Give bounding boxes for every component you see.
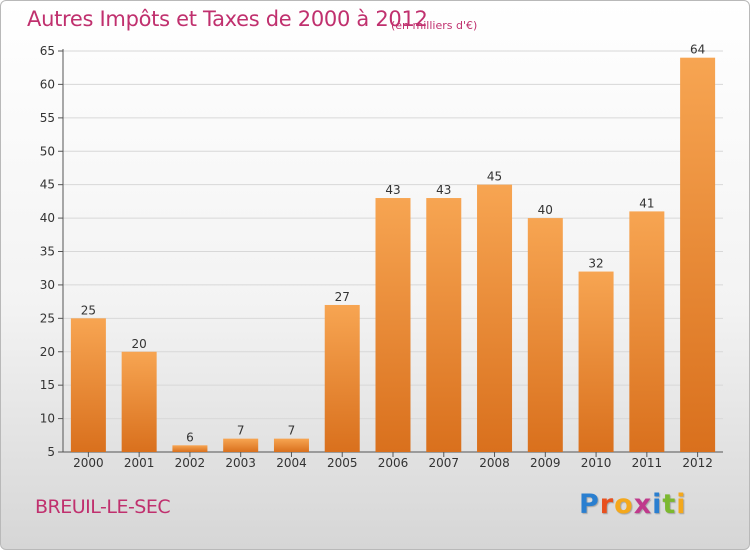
data-label: 43: [385, 183, 400, 197]
x-tick-label: 2003: [225, 456, 256, 470]
data-label: 7: [288, 424, 296, 438]
y-tick-label: 40: [40, 211, 55, 225]
logo-letter: x: [633, 489, 653, 520]
y-tick-label: 45: [40, 178, 55, 192]
y-tick-label: 60: [40, 77, 55, 91]
commune-name: BREUIL-LE-SEC: [35, 496, 171, 518]
y-tick-label: 65: [40, 44, 55, 58]
y-tick-label: 10: [40, 412, 55, 426]
x-tick-label: 2005: [327, 456, 358, 470]
data-label: 41: [639, 196, 654, 210]
logo-letter: t: [662, 489, 677, 520]
data-label: 20: [132, 337, 147, 351]
bar: [121, 351, 157, 452]
logo-letter: P: [579, 489, 600, 520]
labels: 5 10 15 20 25 30 35 40 45 50 55 60 65 25 2000 20 2001 6 20…: [40, 43, 713, 470]
logo-letter: o: [614, 489, 634, 520]
y-tick-label: 50: [40, 144, 55, 158]
x-tick-label: 2001: [124, 456, 155, 470]
logo-letter: i: [652, 489, 663, 520]
bar: [375, 198, 411, 452]
data-label: 25: [81, 303, 96, 317]
logo-letter: i: [676, 489, 687, 520]
bar: [578, 271, 614, 452]
x-tick-label: 2006: [378, 456, 409, 470]
bar: [629, 211, 665, 452]
y-tick-label: 55: [40, 111, 55, 125]
bar: [426, 198, 462, 452]
x-tick-label: 2002: [175, 456, 206, 470]
x-tick-label: 2007: [428, 456, 459, 470]
bar: [172, 445, 208, 452]
bar: [324, 304, 360, 452]
proxiti-logo: Proxiti: [579, 489, 687, 520]
data-label: 7: [237, 424, 245, 438]
bar: [223, 438, 259, 452]
y-tick-label: 20: [40, 345, 55, 359]
logo-letter: r: [599, 489, 615, 520]
x-tick-label: 2004: [276, 456, 307, 470]
y-tick-label: 5: [47, 445, 55, 459]
data-label: 64: [690, 43, 705, 57]
data-label: 45: [487, 170, 502, 184]
bars: [70, 57, 716, 452]
x-tick-label: 2012: [682, 456, 713, 470]
x-tick-label: 2009: [530, 456, 561, 470]
x-tick-label: 2010: [581, 456, 612, 470]
bar: [273, 438, 309, 452]
y-tick-label: 35: [40, 245, 55, 259]
x-tick-label: 2000: [73, 456, 104, 470]
data-label: 40: [538, 203, 553, 217]
y-tick-label: 30: [40, 278, 55, 292]
data-label: 27: [335, 290, 350, 304]
x-tick-label: 2011: [632, 456, 663, 470]
chart-subtitle: (en milliers d'€): [391, 19, 478, 32]
y-tick-label: 15: [40, 378, 55, 392]
bar: [680, 57, 716, 452]
bar: [527, 218, 563, 452]
data-label: 32: [588, 257, 603, 271]
x-tick-label: 2008: [479, 456, 510, 470]
data-label: 6: [186, 430, 194, 444]
bar: [70, 318, 106, 452]
chart-title: Autres Impôts et Taxes de 2000 à 2012: [27, 7, 428, 31]
y-tick-label: 25: [40, 311, 55, 325]
data-label: 43: [436, 183, 451, 197]
bar: [477, 184, 513, 452]
